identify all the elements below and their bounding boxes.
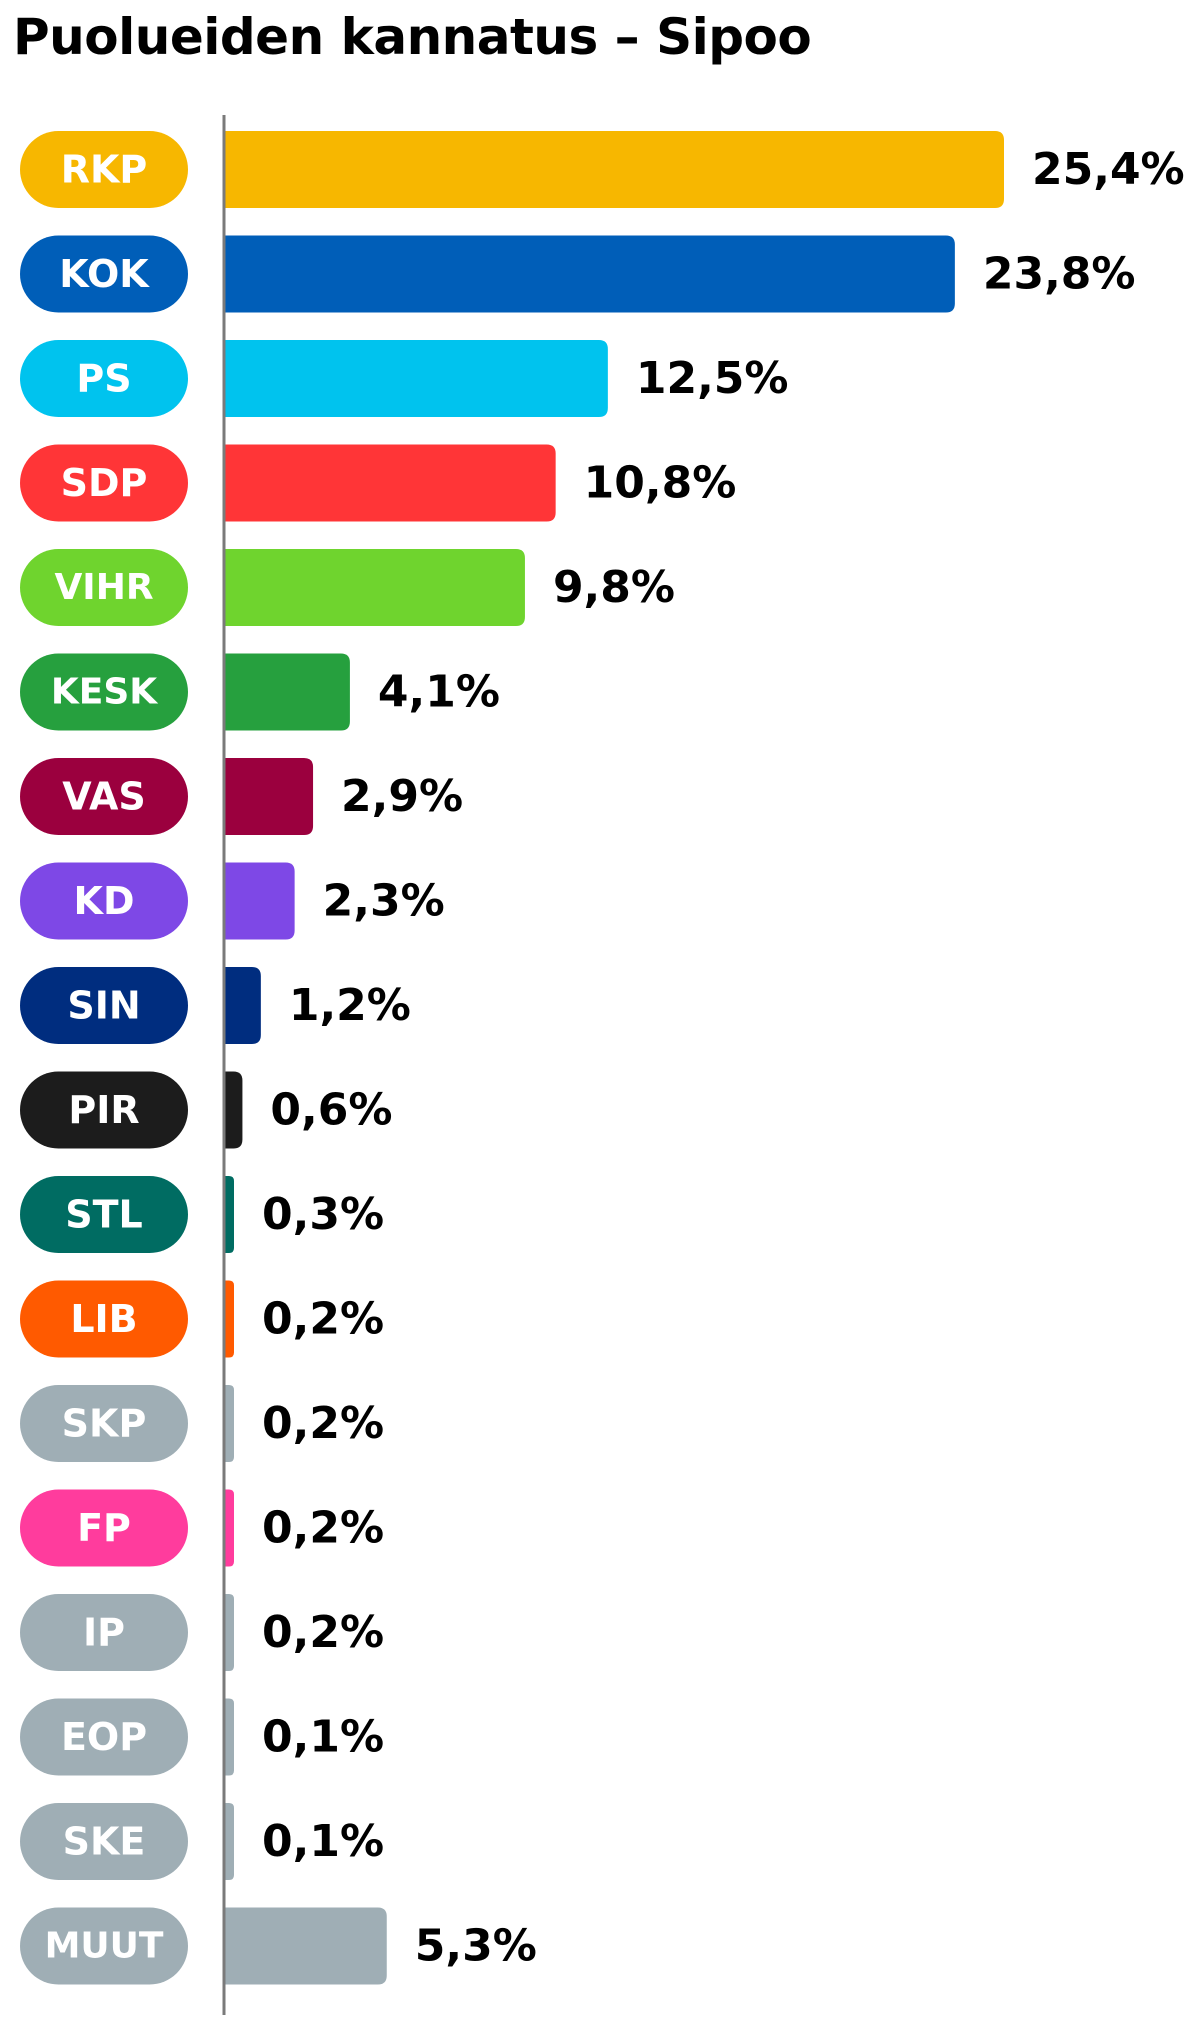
party-labels: RKP KOK PS SDP VIHR KESK VAS KD SIN PIR STL LIB SKP F…: [20, 131, 188, 1985]
party-pill-pir: [20, 1071, 188, 1149]
party-label-muut: MUUT: [45, 1926, 164, 1967]
bar-muut: [224, 1907, 387, 1985]
bar-ske: [224, 1803, 234, 1880]
value-label-eop: 0,1%: [262, 1712, 384, 1763]
party-pill-ske: [20, 1803, 188, 1880]
value-label-vas: 2,9%: [341, 771, 463, 822]
value-label-ip: 0,2%: [262, 1607, 384, 1658]
party-pill-kd: [20, 862, 188, 940]
party-pill-rkp: [20, 131, 188, 208]
value-label-pir: 0,6%: [270, 1085, 392, 1136]
party-label-skp: SKP: [62, 1402, 147, 1446]
bar-sin: [224, 967, 261, 1044]
party-label-ske: SKE: [63, 1820, 146, 1864]
party-label-lib: LIB: [70, 1297, 137, 1341]
bar-ps: [224, 340, 608, 417]
bars: [224, 131, 1004, 1985]
party-label-sin: SIN: [67, 984, 140, 1028]
party-pill-kok: [20, 235, 188, 313]
party-pill-fp: [20, 1489, 188, 1567]
party-label-ps: PS: [76, 357, 131, 401]
value-label-kd: 2,3%: [323, 876, 445, 927]
value-label-lib: 0,2%: [262, 1294, 384, 1345]
party-pill-skp: [20, 1385, 188, 1462]
party-pill-kesk: [20, 653, 188, 731]
value-label-skp: 0,2%: [262, 1398, 384, 1449]
party-label-sdp: SDP: [61, 461, 148, 505]
party-label-stl: STL: [65, 1193, 143, 1237]
party-label-vihr: VIHR: [54, 567, 153, 608]
value-label-sdp: 10,8%: [584, 458, 737, 509]
party-pill-vihr: [20, 549, 188, 626]
party-pill-ip: [20, 1594, 188, 1671]
bar-kesk: [224, 653, 350, 731]
bar-eop: [224, 1698, 234, 1776]
party-label-rkp: RKP: [61, 148, 148, 192]
chart-title: Puolueiden kannatus – Sipoo: [13, 8, 812, 66]
bar-lib: [224, 1280, 234, 1358]
value-label-kok: 23,8%: [983, 249, 1136, 300]
party-pill-ps: [20, 340, 188, 417]
bar-skp: [224, 1385, 234, 1462]
party-pill-sdp: [20, 444, 188, 522]
party-label-pir: PIR: [68, 1088, 139, 1132]
value-label-fp: 0,2%: [262, 1503, 384, 1554]
value-label-stl: 0,3%: [262, 1189, 384, 1240]
bar-vihr: [224, 549, 525, 626]
bar-vas: [224, 758, 314, 835]
party-label-kd: KD: [74, 879, 135, 923]
party-pill-eop: [20, 1698, 188, 1776]
value-labels: 25,4% 23,8% 12,5% 10,8% 9,8% 4,1% 2,9% 2,3% 1,2%…: [262, 144, 1185, 1972]
value-label-rkp: 25,4%: [1032, 144, 1185, 195]
bar-kok: [224, 235, 955, 313]
party-label-vas: VAS: [62, 775, 146, 819]
party-pill-lib: [20, 1280, 188, 1358]
party-label-ip: IP: [83, 1611, 125, 1655]
bar-ip: [224, 1594, 234, 1671]
value-label-kesk: 4,1%: [378, 667, 500, 718]
value-label-ske: 0,1%: [262, 1816, 384, 1867]
party-label-fp: FP: [77, 1506, 131, 1550]
value-label-muut: 5,3%: [415, 1921, 537, 1972]
party-label-eop: EOP: [61, 1715, 147, 1759]
bar-stl: [224, 1176, 234, 1253]
party-label-kesk: KESK: [51, 672, 158, 713]
bar-pir: [224, 1071, 243, 1149]
bar-sdp: [224, 444, 556, 522]
bar-fp: [224, 1489, 234, 1567]
value-label-vihr: 9,8%: [553, 562, 675, 613]
bar-rkp: [224, 131, 1004, 208]
party-label-kok: KOK: [59, 252, 150, 296]
value-label-sin: 1,2%: [289, 980, 411, 1031]
party-pill-stl: [20, 1176, 188, 1253]
value-label-ps: 12,5%: [636, 353, 789, 404]
bar-kd: [224, 862, 295, 940]
party-pill-vas: [20, 758, 188, 835]
party-pill-muut: [20, 1907, 188, 1985]
party-pill-sin: [20, 967, 188, 1044]
